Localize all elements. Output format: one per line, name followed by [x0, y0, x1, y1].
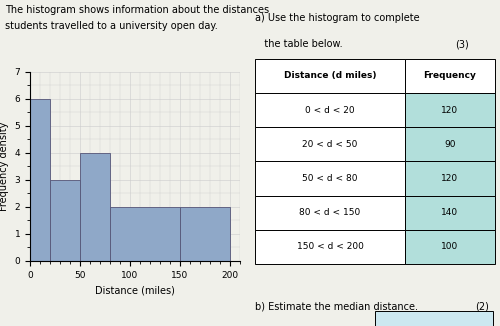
Bar [110, 207, 180, 261]
Text: 0 < d < 20: 0 < d < 20 [305, 106, 355, 114]
Text: 150 < d < 200: 150 < d < 200 [296, 243, 364, 251]
Text: (3): (3) [455, 39, 469, 49]
Text: 80 < d < 150: 80 < d < 150 [300, 208, 360, 217]
Text: The histogram shows information about the distances: The histogram shows information about th… [5, 5, 269, 15]
Bar [405, 127, 495, 161]
Bar [405, 230, 495, 264]
Text: 50 < d < 80: 50 < d < 80 [302, 174, 358, 183]
Text: b) Estimate the median distance.: b) Estimate the median distance. [255, 302, 418, 312]
Text: 90: 90 [444, 140, 456, 149]
Text: (2): (2) [475, 302, 489, 312]
Bar [405, 59, 495, 93]
X-axis label: Distance (miles): Distance (miles) [95, 285, 175, 295]
Text: a) Use the histogram to complete: a) Use the histogram to complete [255, 13, 420, 23]
Bar [255, 93, 405, 127]
Text: 100: 100 [442, 243, 458, 251]
Text: 120: 120 [442, 106, 458, 114]
Bar [180, 207, 230, 261]
Text: Frequency: Frequency [424, 71, 476, 80]
Text: the table below.: the table below. [255, 39, 342, 49]
Bar [255, 127, 405, 161]
Y-axis label: Frequency density: Frequency density [0, 122, 9, 211]
Bar [30, 99, 50, 261]
Bar [375, 311, 492, 326]
Bar [255, 161, 405, 196]
Text: Distance (d miles): Distance (d miles) [284, 71, 376, 80]
Text: 120: 120 [442, 174, 458, 183]
Text: 140: 140 [442, 208, 458, 217]
Bar [80, 153, 110, 261]
Bar [255, 196, 405, 230]
Bar [255, 59, 405, 93]
Bar [50, 180, 80, 261]
Bar [255, 230, 405, 264]
Text: students travelled to a university open day.: students travelled to a university open … [5, 21, 218, 31]
Bar [405, 196, 495, 230]
Bar [405, 161, 495, 196]
Bar [405, 93, 495, 127]
Text: 20 < d < 50: 20 < d < 50 [302, 140, 358, 149]
